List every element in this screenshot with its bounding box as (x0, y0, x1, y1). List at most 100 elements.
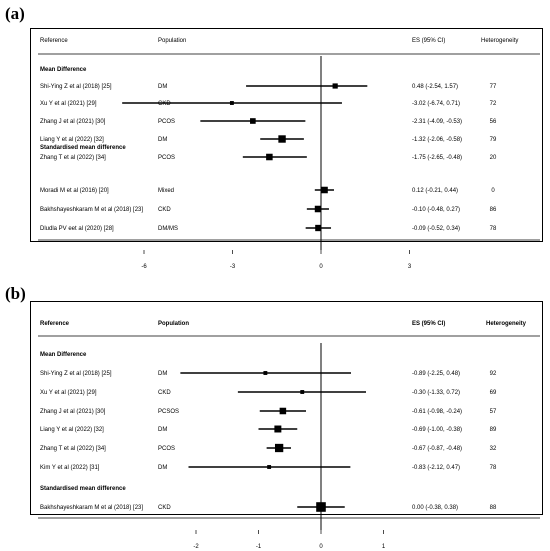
study-heterogeneity: 78 (490, 465, 497, 471)
study-es-ci: 0.12 (-0.21, 0.44) (412, 188, 458, 194)
study-population: CKD (158, 101, 171, 107)
study-es-ci: -0.69 (-1.00, -0.38) (412, 427, 462, 433)
effect-size-marker (314, 205, 322, 213)
study-population: Mixed (158, 188, 174, 194)
study-heterogeneity: 89 (490, 427, 497, 433)
study-heterogeneity: 78 (490, 226, 497, 232)
study-population: DM (158, 427, 167, 433)
study-population: PCSOS (158, 409, 179, 415)
study-heterogeneity: 79 (490, 137, 497, 143)
study-es-ci: -2.31 (-4.09, -0.53) (412, 119, 462, 125)
x-tick-label: 0 (319, 544, 323, 550)
study-es-ci: -0.83 (-2.12, 0.47) (412, 465, 460, 471)
effect-size-marker (278, 135, 286, 143)
study-population: CKD (158, 390, 171, 396)
effect-size-marker (267, 465, 272, 469)
study-reference: Zhang T et al (2022) [34] (40, 155, 106, 161)
study-heterogeneity: 77 (490, 84, 497, 90)
effect-size-marker (266, 153, 273, 161)
study-population: PCOS (158, 119, 175, 125)
study-population: DM/MS (158, 226, 178, 232)
group-title: Mean Difference (40, 352, 87, 358)
study-population: DM (158, 84, 167, 90)
panel-b-header-heterogeneity: Heterogeneity (486, 321, 527, 327)
study-reference: Liang Y et al (2022) [32] (40, 137, 104, 143)
panel-a-label: (a) (5, 4, 25, 23)
study-es-ci: -3.02 (-6.74, 0.71) (412, 101, 460, 107)
study-population: DM (158, 465, 167, 471)
x-tick-label: 1 (382, 544, 386, 550)
study-es-ci: -0.89 (-2.25, 0.48) (412, 371, 460, 377)
study-es-ci: -1.75 (-2.65, -0.48) (412, 155, 462, 161)
study-es-ci: 0.00 (-0.38, 0.38) (412, 505, 458, 511)
study-heterogeneity: 92 (490, 371, 497, 377)
study-heterogeneity: 56 (490, 119, 497, 125)
x-tick-label: -3 (230, 264, 236, 270)
effect-size-marker (229, 101, 234, 105)
effect-size-marker (315, 224, 322, 232)
effect-size-marker (316, 502, 326, 512)
study-es-ci: -1.32 (-2.06, -0.58) (412, 137, 462, 143)
panel-a-header-es: ES (95% CI) (412, 38, 446, 44)
study-heterogeneity: 32 (490, 446, 497, 452)
panel-b-frame (30, 301, 543, 515)
study-reference: Zhang J et al (2021) [30] (40, 119, 106, 125)
x-tick-label: 3 (408, 264, 412, 270)
study-reference: Zhang J et al (2021) [30] (40, 409, 106, 415)
effect-size-marker (300, 390, 305, 394)
study-reference: Bakhshayeshkaram M et al (2018) [23] (40, 505, 143, 511)
group-title: Standardised mean difference (40, 486, 126, 492)
study-reference: Dludla PV eet al (2020) [28] (40, 226, 114, 232)
study-population: DM (158, 137, 167, 143)
effect-size-marker (321, 186, 328, 194)
study-heterogeneity: 86 (490, 207, 497, 213)
study-heterogeneity: 0 (491, 188, 495, 194)
study-heterogeneity: 20 (490, 155, 497, 161)
x-tick-label: -1 (256, 544, 262, 550)
study-es-ci: -0.09 (-0.52, 0.34) (412, 226, 460, 232)
study-heterogeneity: 72 (490, 101, 497, 107)
study-population: PCOS (158, 446, 175, 452)
study-reference: Zhang T et al (2022) [34] (40, 446, 106, 452)
study-heterogeneity: 88 (490, 505, 497, 511)
effect-size-marker (274, 425, 282, 433)
effect-size-marker (332, 83, 338, 89)
panel-b-label: (b) (5, 284, 26, 303)
group-title: Standardised mean difference (40, 145, 126, 151)
study-heterogeneity: 57 (490, 409, 497, 415)
panel-a-header-heterogeneity: Heterogeneity (481, 38, 519, 44)
effect-size-marker (274, 443, 284, 453)
study-es-ci: 0.48 (-2.54, 1.57) (412, 84, 458, 90)
study-es-ci: -0.10 (-0.48, 0.27) (412, 207, 460, 213)
effect-size-marker (263, 371, 268, 375)
study-es-ci: -0.61 (-0.98, -0.24) (412, 409, 462, 415)
study-population: CKD (158, 207, 171, 213)
study-es-ci: -0.67 (-0.87, -0.48) (412, 446, 462, 452)
x-tick-label: -6 (141, 264, 147, 270)
group-title: Mean Difference (40, 67, 87, 73)
panel-a-frame (30, 28, 543, 242)
panel-a-header-reference: Reference (40, 38, 68, 44)
x-tick-label: 0 (319, 264, 323, 270)
effect-size-marker (250, 118, 256, 124)
study-reference: Xu Y et al (2021) [29] (40, 101, 97, 107)
study-reference: Xu Y et al (2021) [29] (40, 390, 97, 396)
panel-b-header-reference: Reference (40, 321, 70, 327)
study-reference: Kim Y et al (2022) [31] (40, 465, 100, 471)
study-reference: Shi-Ying Z et al (2018) [25] (40, 84, 112, 90)
effect-size-marker (279, 407, 287, 415)
study-population: DM (158, 371, 167, 377)
panel-b-header-population: Population (158, 321, 189, 327)
study-population: CKD (158, 505, 171, 511)
panel-a-header-population: Population (158, 38, 187, 44)
study-reference: Shi-Ying Z et al (2018) [25] (40, 371, 112, 377)
study-population: PCOS (158, 155, 175, 161)
study-reference: Liang Y et al (2022) [32] (40, 427, 104, 433)
study-reference: Moradi M et al (2016) [20] (40, 188, 109, 194)
panel-b-header-es: ES (95% CI) (412, 321, 446, 327)
study-heterogeneity: 69 (490, 390, 497, 396)
study-es-ci: -0.30 (-1.33, 0.72) (412, 390, 460, 396)
x-tick-label: -2 (193, 544, 199, 550)
